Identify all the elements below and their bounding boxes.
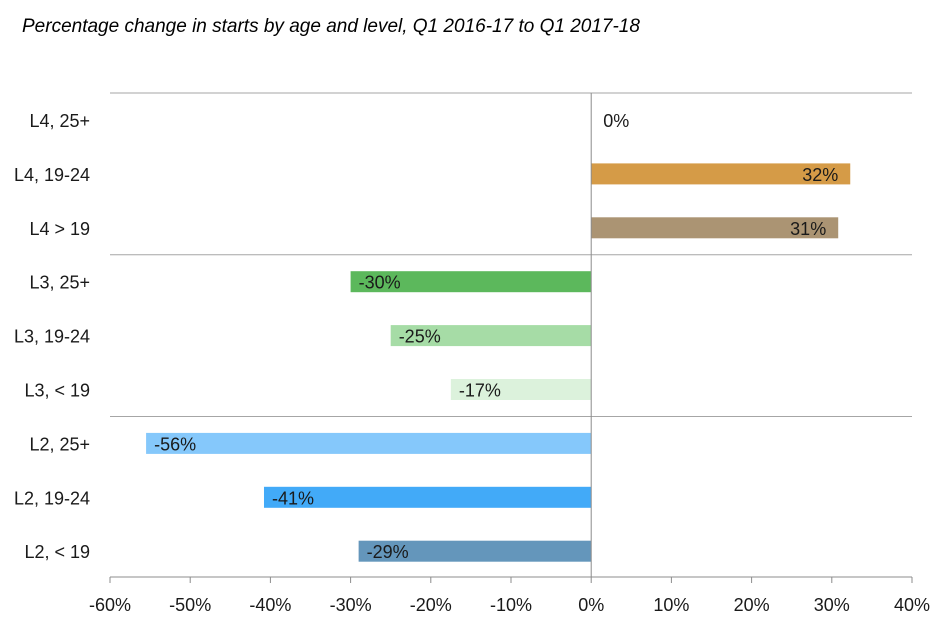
category-label: L3, < 19	[24, 381, 90, 401]
x-tick-label: 30%	[814, 595, 850, 615]
chart-title: Percentage change in starts by age and l…	[22, 16, 640, 37]
x-tick-label: 20%	[734, 595, 770, 615]
category-label: L4, 25+	[29, 111, 90, 131]
x-tick-label: -20%	[410, 595, 452, 615]
x-tick-label: 10%	[653, 595, 689, 615]
data-label: -41%	[272, 488, 314, 508]
bar	[358, 540, 592, 562]
x-tick-label: 40%	[894, 595, 930, 615]
category-label: L2, < 19	[24, 542, 90, 562]
category-label: L2, 19-24	[14, 488, 90, 508]
data-label: 0%	[603, 111, 629, 131]
data-label: -30%	[359, 273, 401, 293]
category-label: L4, 19-24	[14, 165, 90, 185]
bar	[146, 432, 592, 454]
x-tick-label: -40%	[249, 595, 291, 615]
bar	[591, 217, 839, 239]
bar	[390, 325, 592, 347]
bar	[450, 379, 592, 400]
data-label: -29%	[367, 542, 409, 562]
data-label: -25%	[399, 327, 441, 347]
category-label: L2, 25+	[29, 434, 90, 454]
category-label: L3, 19-24	[14, 327, 90, 347]
data-label: 31%	[790, 219, 826, 239]
x-tick-label: -50%	[169, 595, 211, 615]
data-label: -56%	[154, 434, 196, 454]
category-label: L4 > 19	[29, 219, 90, 239]
bar	[350, 271, 592, 293]
bar	[591, 163, 851, 185]
bar	[263, 486, 592, 508]
category-label: L3, 25+	[29, 273, 90, 293]
data-label: -17%	[459, 381, 501, 401]
x-tick-label: -10%	[490, 595, 532, 615]
data-label: 32%	[802, 165, 838, 185]
x-tick-label: 0%	[578, 595, 604, 615]
x-tick-label: -60%	[89, 595, 131, 615]
x-tick-label: -30%	[330, 595, 372, 615]
